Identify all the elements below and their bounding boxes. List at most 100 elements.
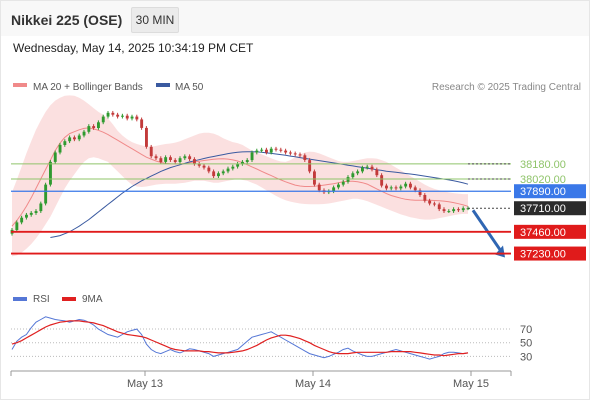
candle bbox=[49, 161, 52, 185]
rsi9-legend-label: 9MA bbox=[82, 294, 103, 305]
rsi-legend-swatch bbox=[13, 297, 27, 301]
candle bbox=[375, 169, 379, 176]
candle bbox=[202, 165, 206, 168]
candle bbox=[188, 156, 192, 160]
candle bbox=[135, 116, 139, 120]
candle bbox=[183, 156, 187, 159]
rsi-line bbox=[11, 316, 469, 360]
candle bbox=[207, 167, 211, 172]
candle bbox=[418, 190, 422, 195]
candle bbox=[461, 208, 465, 211]
level-label-box bbox=[514, 246, 586, 261]
candle bbox=[29, 212, 33, 215]
candle bbox=[250, 152, 254, 161]
candle bbox=[68, 137, 72, 142]
candle bbox=[404, 183, 408, 187]
copyright-notice: Research © 2025 Trading Central bbox=[432, 82, 581, 93]
candle bbox=[317, 184, 321, 191]
candle bbox=[130, 116, 134, 119]
price-plot bbox=[10, 95, 505, 258]
candle bbox=[101, 116, 105, 123]
candle bbox=[15, 222, 19, 230]
candle bbox=[73, 137, 76, 140]
ma20-legend-label: MA 20 + Bollinger Bands bbox=[33, 82, 143, 93]
x-tick-label: May 15 bbox=[453, 378, 489, 390]
candle bbox=[365, 166, 369, 168]
candle bbox=[394, 187, 398, 189]
chart-header: Nikkei 225 (OSE) 30 MIN bbox=[1, 1, 589, 36]
candle bbox=[169, 157, 172, 160]
candle bbox=[447, 211, 451, 213]
candle bbox=[452, 209, 456, 212]
level-label-box bbox=[514, 224, 586, 239]
ma50-legend-label: MA 50 bbox=[175, 82, 204, 93]
candle bbox=[356, 171, 360, 174]
candle bbox=[409, 183, 412, 188]
candle bbox=[58, 144, 62, 153]
candle bbox=[197, 163, 201, 166]
rsi-tick-label: 50 bbox=[520, 338, 532, 350]
candle bbox=[380, 175, 384, 186]
candle bbox=[313, 171, 316, 185]
level-label-support: 37230.00 bbox=[520, 249, 566, 261]
candle bbox=[34, 211, 38, 213]
x-tick-label: May 13 bbox=[127, 378, 163, 390]
candle bbox=[212, 171, 216, 177]
timestamp: Wednesday, May 14, 2025 10:34:19 PM CET bbox=[13, 41, 254, 55]
candle bbox=[265, 149, 268, 153]
candle bbox=[39, 203, 43, 212]
candle bbox=[269, 148, 273, 153]
candle bbox=[255, 150, 259, 153]
candle bbox=[106, 112, 110, 117]
ma50-line bbox=[50, 151, 469, 238]
candle bbox=[399, 186, 403, 189]
candle bbox=[370, 166, 374, 170]
candle bbox=[284, 150, 288, 153]
level-label-support: 37460.00 bbox=[520, 227, 566, 239]
candle bbox=[260, 149, 264, 151]
candle bbox=[149, 146, 153, 157]
candle bbox=[437, 204, 441, 210]
candle bbox=[303, 155, 307, 160]
candle bbox=[289, 152, 292, 154]
candle bbox=[351, 173, 355, 178]
candle bbox=[193, 159, 196, 164]
candle bbox=[164, 157, 168, 162]
candle bbox=[44, 184, 48, 204]
candle bbox=[82, 131, 86, 136]
candle bbox=[241, 161, 244, 164]
candle bbox=[361, 167, 364, 172]
candle bbox=[293, 153, 297, 155]
level-label-box bbox=[514, 184, 586, 199]
candle bbox=[389, 187, 393, 189]
candle bbox=[279, 149, 283, 151]
forecast-arrow-head bbox=[495, 245, 505, 258]
candle bbox=[97, 122, 100, 128]
candle bbox=[121, 115, 124, 117]
candle bbox=[77, 135, 81, 140]
level-label-last: 37710.00 bbox=[520, 203, 566, 215]
candle bbox=[337, 184, 340, 188]
candle bbox=[154, 156, 158, 159]
candle bbox=[25, 214, 28, 218]
interval-button[interactable]: 30 MIN bbox=[131, 7, 179, 33]
rsi9-legend-swatch bbox=[62, 297, 76, 301]
rsi-tick-label: 30 bbox=[520, 351, 532, 363]
candle bbox=[385, 185, 388, 189]
candle bbox=[159, 158, 163, 162]
candle bbox=[221, 171, 225, 174]
ma20-legend-swatch bbox=[13, 83, 27, 87]
candle bbox=[332, 187, 336, 192]
candle bbox=[53, 152, 57, 162]
rsi-legend-label: RSI bbox=[33, 294, 50, 305]
candle bbox=[457, 209, 460, 211]
candle bbox=[145, 127, 148, 147]
candle bbox=[341, 181, 345, 185]
candle bbox=[274, 148, 278, 150]
candle bbox=[125, 115, 129, 119]
level-label-box bbox=[514, 201, 586, 216]
level-label-pivot: 37890.00 bbox=[520, 186, 566, 198]
